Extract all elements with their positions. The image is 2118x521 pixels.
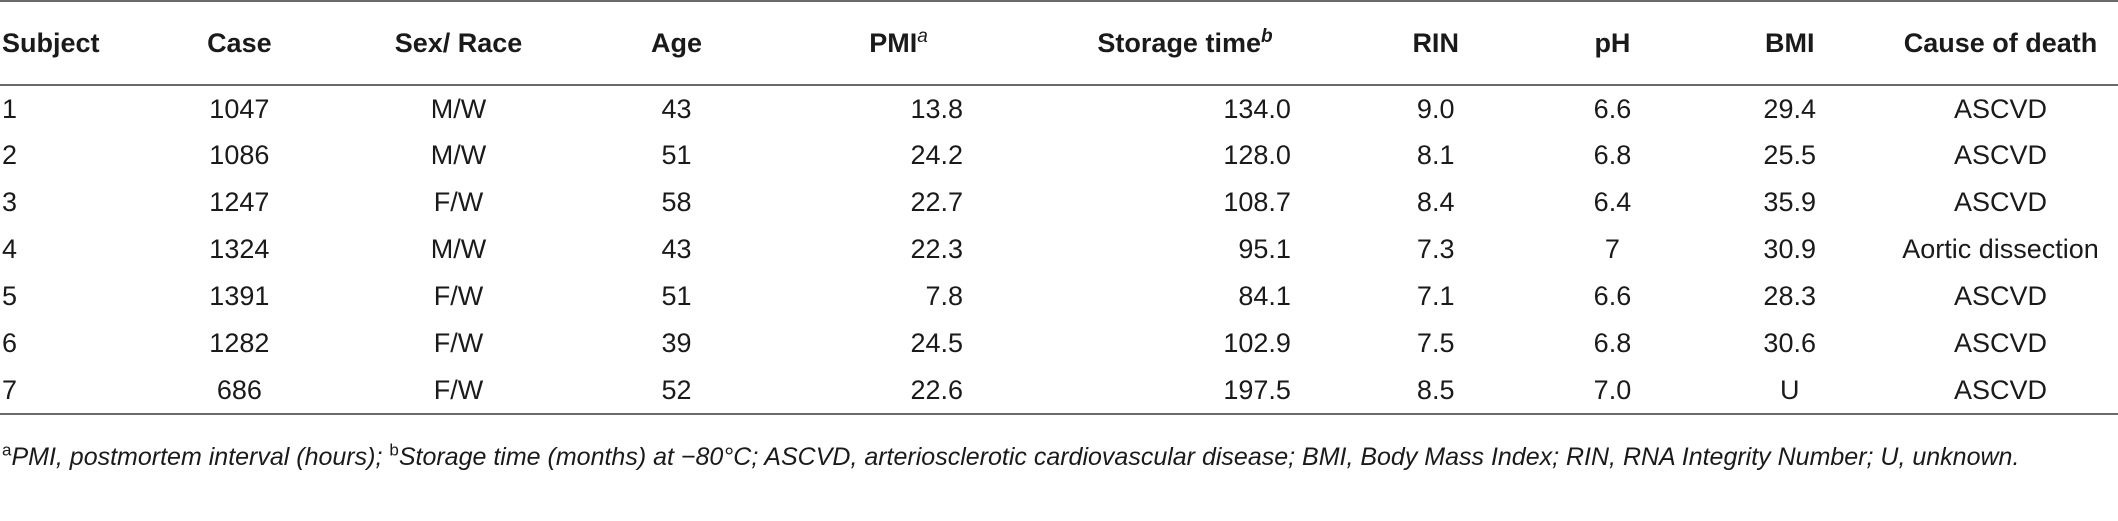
header-storage-time: Storage timeb	[1023, 0, 1347, 86]
cell-cause-of-death: ASCVD	[1878, 367, 2118, 415]
header-bmi: BMI	[1700, 0, 1879, 86]
cell-ph: 6.8	[1593, 328, 1632, 358]
cell-subject: 7	[0, 367, 141, 415]
cell-ph: 7.0	[1524, 367, 1701, 415]
cell-sex-race: F/W	[433, 187, 484, 217]
cell-cause-of-death: ASCVD	[1953, 187, 2047, 217]
cell-cause-of-death: ASCVD	[1953, 93, 2047, 124]
cell-storage-time: 108.7	[1223, 187, 1291, 217]
table-row: 2 1086 M/W 51 24.2 128.0 8.1 6.8 25.5 AS…	[0, 132, 2118, 179]
cell-case: 686	[140, 367, 338, 415]
header-sex-race: Sex/ Race	[337, 0, 580, 86]
cell-ph: 6.8	[1593, 140, 1632, 170]
cell-subject: 5	[2, 281, 18, 311]
subjects-table: Subject Case Sex/ Race Age PMIa Storage …	[0, 0, 2118, 415]
cell-rin: 7.5	[1416, 328, 1455, 358]
table-footnote: aPMI, postmortem interval (hours); bStor…	[2, 438, 2112, 477]
footnote-marker-a: a	[917, 25, 928, 47]
cell-pmi: 13.8	[910, 93, 964, 124]
cell-bmi: 29.4	[1763, 93, 1816, 124]
cell-ph: 6.6	[1593, 281, 1632, 311]
cell-age: 39	[661, 328, 692, 358]
cell-subject: 1	[2, 93, 18, 124]
cell-case: 1086	[209, 140, 270, 170]
cell-sex-race: M/W	[430, 234, 487, 264]
header-case: Case	[140, 0, 338, 86]
cell-bmi: 30.6	[1763, 328, 1816, 358]
cell-rin: 9.0	[1416, 93, 1455, 124]
cell-storage-time: 128.0	[1223, 140, 1291, 170]
cell-case: 1324	[209, 234, 270, 264]
cell-rin: 8.5	[1346, 367, 1525, 415]
cell-storage-time: 95.1	[1238, 234, 1291, 264]
cell-ph: 6.4	[1593, 187, 1632, 217]
cell-storage-time: 84.1	[1238, 281, 1291, 311]
cell-subject: 4	[2, 234, 18, 264]
cell-pmi: 22.6	[773, 367, 1024, 415]
footnote-marker-b: b	[1260, 25, 1273, 47]
table-header: Subject Case Sex/ Race Age PMIa Storage …	[0, 0, 2118, 86]
cell-case: 1247	[209, 187, 270, 217]
cell-case: 1282	[209, 328, 270, 358]
footnote-text-b: Storage time (months) at −80°C; ASCVD, a…	[398, 443, 2020, 471]
cell-pmi: 22.3	[910, 234, 964, 264]
cell-age: 51	[661, 140, 692, 170]
table-row: 1 1047 M/W 43 13.8 134.0 9.0 6.6 29.4 AS…	[0, 85, 2118, 132]
cell-subject: 2	[2, 140, 18, 170]
cell-cause-of-death: ASCVD	[1953, 281, 2047, 311]
cell-bmi: 30.9	[1763, 234, 1816, 264]
cell-storage-time: 134.0	[1223, 93, 1291, 124]
cell-pmi: 22.7	[910, 187, 964, 217]
cell-storage-time: 102.9	[1223, 328, 1291, 358]
cell-rin: 7.3	[1416, 234, 1455, 264]
header-ph: pH	[1524, 0, 1701, 86]
cell-subject: 6	[2, 328, 18, 358]
cell-rin: 8.1	[1416, 140, 1455, 170]
cell-bmi: U	[1700, 367, 1879, 415]
cell-pmi: 24.2	[910, 140, 964, 170]
header-rin: RIN	[1346, 0, 1525, 86]
cell-ph: 7	[1604, 234, 1620, 264]
cell-sex-race: F/W	[433, 281, 484, 311]
cell-cause-of-death: Aortic dissection	[1902, 234, 2099, 264]
cell-sex-race: M/W	[430, 93, 487, 124]
cell-cause-of-death: ASCVD	[1953, 328, 2047, 358]
cell-age: 58	[661, 187, 692, 217]
cell-sex-race: F/W	[433, 328, 484, 358]
header-subject: Subject	[0, 0, 141, 86]
cell-pmi: 24.5	[910, 328, 964, 358]
table-row: 7 686 F/W 52 22.6 197.5 8.5 7.0 U ASCVD	[0, 367, 2118, 415]
cell-cause-of-death: ASCVD	[1953, 140, 2047, 170]
footnote-mark-a: a	[2, 440, 12, 460]
cell-age: 43	[661, 93, 692, 124]
table-body: 1 1047 M/W 43 13.8 134.0 9.0 6.6 29.4 AS…	[0, 85, 2118, 415]
cell-storage-time: 197.5	[1023, 367, 1347, 415]
table-row: 6 1282 F/W 39 24.5 102.9 7.5 6.8 30.6 AS…	[0, 320, 2118, 367]
cell-age: 51	[661, 281, 692, 311]
cell-case: 1391	[209, 281, 270, 311]
header-pmi: PMIa	[773, 0, 1024, 86]
cell-pmi: 7.8	[925, 281, 964, 311]
cell-bmi: 25.5	[1763, 140, 1816, 170]
cell-bmi: 28.3	[1763, 281, 1816, 311]
cell-case: 1047	[209, 93, 270, 124]
cell-sex-race: M/W	[430, 140, 487, 170]
cell-rin: 7.1	[1416, 281, 1455, 311]
cell-subject: 3	[2, 187, 18, 217]
footnote-mark-b: b	[389, 440, 399, 460]
table-row: 3 1247 F/W 58 22.7 108.7 8.4 6.4 35.9 AS…	[0, 179, 2118, 226]
cell-age: 43	[661, 234, 692, 264]
cell-age: 52	[579, 367, 774, 415]
table-row: 4 1324 M/W 43 22.3 95.1 7.3 7 30.9 Aorti…	[0, 226, 2118, 273]
header-age: Age	[579, 0, 774, 86]
cell-bmi: 35.9	[1763, 187, 1816, 217]
header-cause-of-death: Cause of death	[1878, 0, 2118, 86]
cell-ph: 6.6	[1593, 93, 1632, 124]
footnote-text-a: PMI, postmortem interval (hours);	[11, 443, 390, 471]
header-row: Subject Case Sex/ Race Age PMIa Storage …	[0, 0, 2118, 86]
table-row: 5 1391 F/W 51 7.8 84.1 7.1 6.6 28.3 ASCV…	[0, 273, 2118, 320]
cell-sex-race: F/W	[337, 367, 580, 415]
cell-rin: 8.4	[1416, 187, 1455, 217]
